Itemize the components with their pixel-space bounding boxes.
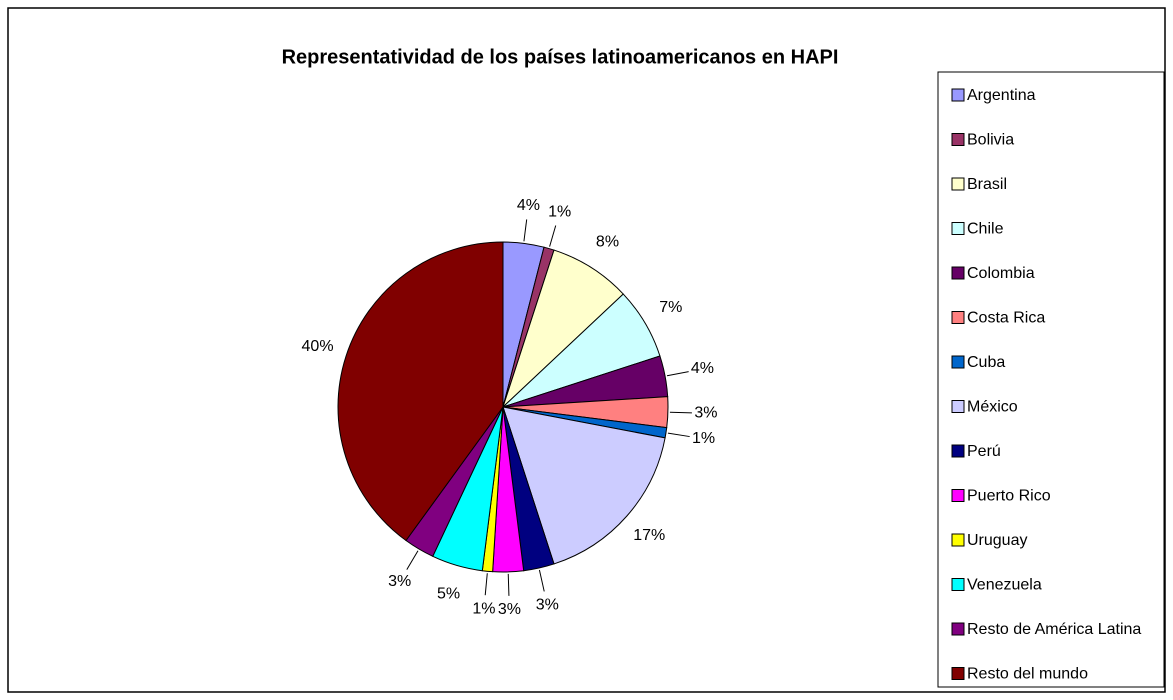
legend-label: Resto de América Latina <box>967 621 1141 638</box>
legend-box <box>937 71 1165 688</box>
pie-slice <box>502 406 666 565</box>
legend-swatch <box>951 133 965 146</box>
data-label: 3% <box>694 405 717 422</box>
data-label: 7% <box>659 299 682 316</box>
legend-swatch <box>951 622 965 636</box>
legend-label: Argentina <box>967 87 1036 104</box>
legend-swatch <box>951 533 965 547</box>
data-label: 1% <box>472 600 495 617</box>
data-label: 8% <box>596 234 619 251</box>
legend-swatch <box>951 444 965 458</box>
data-label: 40% <box>302 338 334 355</box>
legend-swatch <box>951 222 965 235</box>
legend-swatch <box>951 578 965 591</box>
data-label: 3% <box>388 573 411 590</box>
pie-slice <box>337 241 504 542</box>
leader-line <box>538 569 545 592</box>
legend-swatch <box>951 355 965 369</box>
leader-line <box>523 219 528 242</box>
legend-swatch <box>951 88 965 102</box>
legend-swatch <box>951 266 965 280</box>
chart-title: Representatividad de los países latinoam… <box>282 46 839 68</box>
data-label: 1% <box>548 203 571 220</box>
leader-line <box>484 573 488 596</box>
data-label: 3% <box>498 601 521 618</box>
legend-label: Resto del mundo <box>967 666 1088 683</box>
leader-line <box>666 371 689 377</box>
data-label: 4% <box>517 197 540 214</box>
data-label: 4% <box>691 360 714 377</box>
legend-swatch <box>951 311 965 324</box>
legend-label: Colombia <box>967 265 1035 282</box>
legend-label: Costa Rica <box>967 310 1045 327</box>
leader-line <box>669 411 692 414</box>
legend-swatch <box>951 177 965 191</box>
legend-label: Puerto Rico <box>967 488 1051 505</box>
data-label: 17% <box>633 527 665 544</box>
legend-swatch <box>951 400 965 413</box>
legend-label: Brasil <box>967 176 1007 193</box>
legend-label: México <box>967 399 1018 416</box>
legend-label: Uruguay <box>967 532 1027 549</box>
legend-label: Chile <box>967 221 1004 238</box>
data-label: 5% <box>437 585 460 602</box>
legend-swatch <box>951 489 965 502</box>
legend-label: Bolivia <box>967 132 1014 149</box>
leader-line <box>549 225 557 247</box>
legend-label: Perú <box>967 443 1001 460</box>
leader-line <box>667 432 690 438</box>
legend-swatch <box>951 667 965 680</box>
legend-label: Cuba <box>967 354 1005 371</box>
data-label: 3% <box>536 596 559 613</box>
legend-label: Venezuela <box>967 577 1042 594</box>
data-label: 1% <box>692 430 715 447</box>
leader-line <box>507 573 510 596</box>
leader-line <box>406 550 419 570</box>
